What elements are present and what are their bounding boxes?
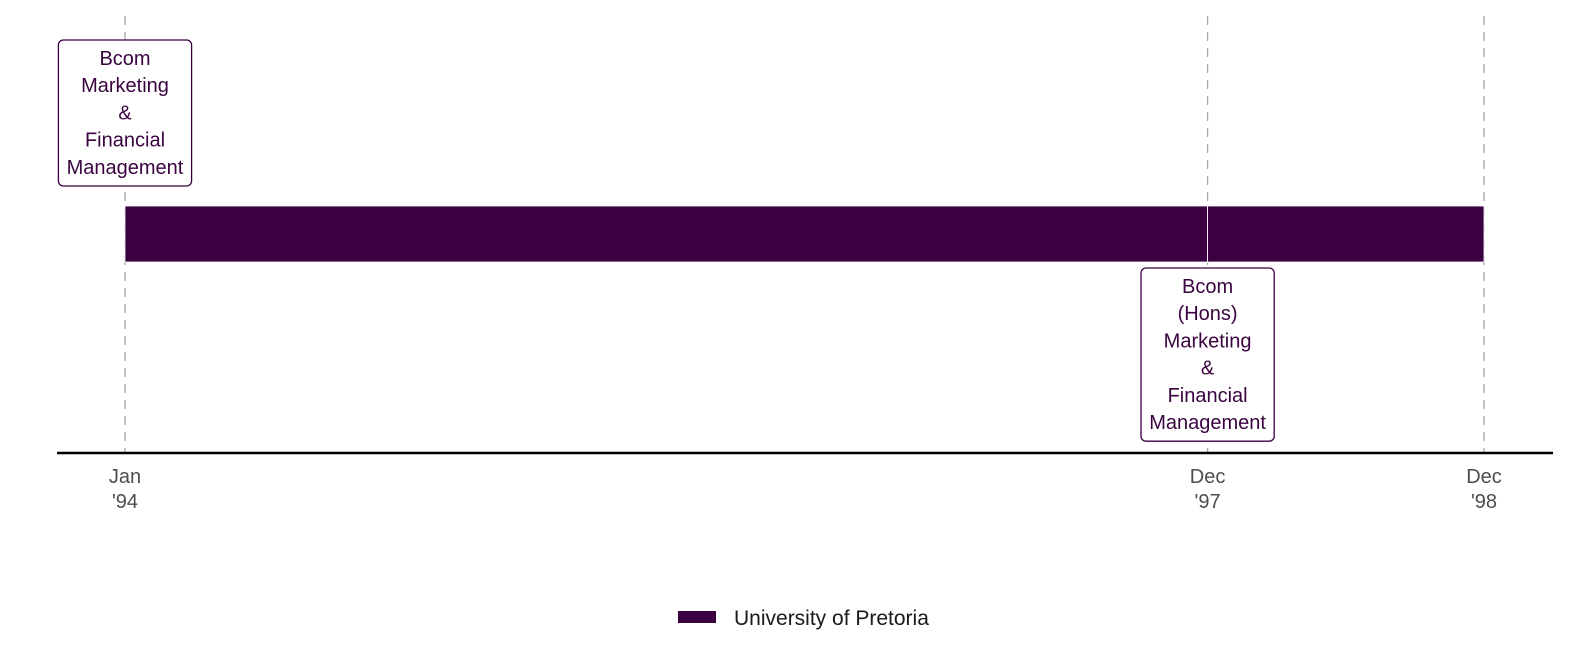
x-tick-label: Jan <box>109 466 141 488</box>
event-label-box <box>1140 267 1275 442</box>
event-label-line: Bcom <box>1182 276 1233 298</box>
x-tick-label: Dec <box>1466 466 1502 488</box>
event-label-line: Marketing <box>1164 330 1252 352</box>
x-axis-ticks: Jan '94 Dec '97 Dec '98 <box>109 466 1502 513</box>
event-label-line: Management <box>1149 412 1266 434</box>
x-tick-label: '98 <box>1471 491 1497 513</box>
event-label-line: Financial <box>85 130 165 152</box>
x-tick-label: '94 <box>112 491 138 513</box>
timeline-bar-segment-0 <box>124 205 1208 263</box>
legend: University of Pretoria <box>678 607 929 630</box>
x-tick-0: Jan '94 <box>109 466 141 513</box>
timeline-bars <box>124 205 1485 263</box>
event-label-box <box>57 39 193 187</box>
event-label-line: & <box>1201 358 1215 380</box>
event-label-line: Financial <box>1168 385 1248 407</box>
legend-key <box>678 611 716 623</box>
x-tick-label: Dec <box>1190 466 1226 488</box>
event-label-1: Bcom (Hons) Marketing & Financial Management <box>1140 267 1275 442</box>
event-label-line: (Hons) <box>1178 303 1238 325</box>
x-tick-label: '97 <box>1195 491 1221 513</box>
event-label-line: & <box>118 102 132 124</box>
event-labels: Bcom Marketing & Financial Management Bcom (Ho… <box>57 39 1275 442</box>
event-label-line: Marketing <box>81 75 169 97</box>
event-label-0: Bcom Marketing & Financial Management <box>57 39 193 187</box>
x-tick-2: Dec '98 <box>1466 466 1502 513</box>
event-label-line: Management <box>67 157 184 179</box>
x-tick-1: Dec '97 <box>1190 466 1226 513</box>
timeline-bar-segment-1 <box>1207 205 1485 263</box>
legend-label: University of Pretoria <box>734 607 929 630</box>
event-label-line: Bcom <box>99 48 150 70</box>
